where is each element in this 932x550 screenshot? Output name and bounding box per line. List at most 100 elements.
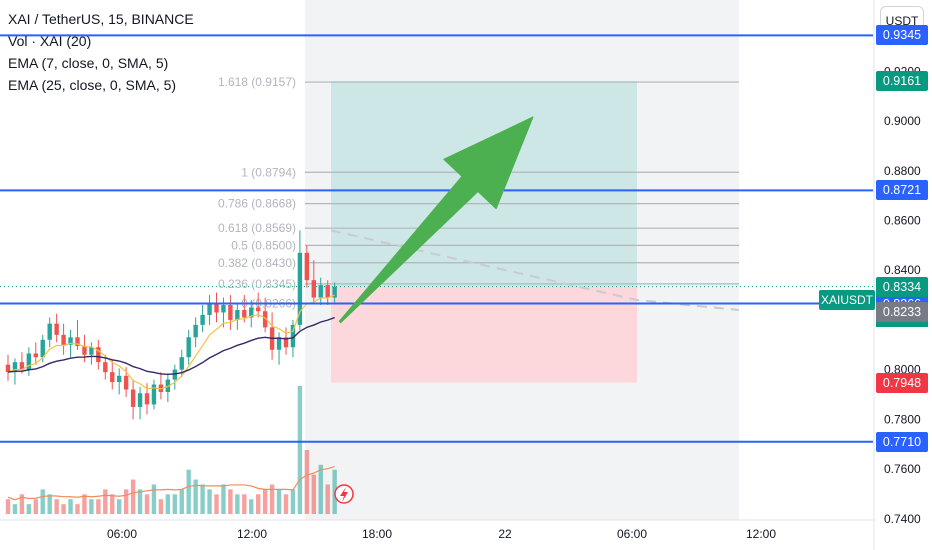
candle-body [61, 334, 66, 345]
volume-bar [235, 494, 240, 514]
candle-body [82, 346, 87, 355]
volume-bar [123, 489, 129, 514]
volume-bar [276, 489, 282, 514]
candle-body [137, 393, 143, 407]
volume-bar [103, 489, 108, 514]
volume-bar [165, 494, 171, 514]
candle-body [117, 375, 122, 383]
volume-bar [221, 484, 226, 514]
candle-body [318, 285, 323, 298]
candle-body [144, 393, 150, 405]
candle-body [262, 311, 268, 328]
current-price-badge: 0.8334 [876, 276, 928, 297]
volume-bar [311, 474, 316, 514]
legend-volume[interactable]: Vol · XAI (20) [8, 33, 92, 49]
legend-ema-7[interactable]: EMA (7, close, 0, SMA, 5) [8, 55, 169, 71]
volume-bar [33, 499, 38, 514]
candle-body [12, 362, 18, 373]
candle-body [40, 339, 45, 358]
x-tick-label: 12:00 [746, 527, 776, 541]
candle-body [221, 305, 226, 313]
price-level-badge: 0.9345 [876, 25, 928, 46]
candle-body [130, 389, 136, 407]
candle-body [249, 307, 254, 318]
candle-body [256, 307, 261, 312]
volume-bar [12, 504, 18, 514]
volume-bar [242, 494, 247, 514]
volume-bar [200, 484, 205, 514]
candle-body [186, 337, 191, 358]
volume-bar [47, 494, 52, 514]
y-tick-label: 0.9000 [884, 114, 921, 128]
volume-bar [117, 499, 122, 514]
volume-bar [40, 489, 45, 514]
volume-bar [325, 484, 330, 514]
x-tick-label: 18:00 [362, 527, 392, 541]
candle-body [311, 280, 316, 298]
fib-level-label: 0.236 (0.8345) [218, 277, 296, 291]
volume-bar [61, 504, 66, 514]
volume-bar [75, 504, 80, 514]
stop-zone [331, 286, 637, 383]
candle-body [297, 252, 303, 325]
price-level-badge: 0.8721 [876, 180, 928, 201]
fib-level-label: 0.786 (0.8668) [218, 197, 296, 211]
volume-bar [290, 489, 296, 514]
candle-body [5, 364, 11, 373]
volume-bar [193, 479, 198, 514]
candle-body [33, 353, 38, 358]
volume-bar [158, 499, 164, 514]
candle-body [207, 302, 212, 315]
volume-bar [214, 494, 219, 514]
volume-bar [144, 494, 150, 514]
volume-bar [269, 484, 275, 514]
candle-body [242, 309, 247, 318]
y-tick-label: 0.7800 [884, 412, 921, 426]
volume-bar [110, 494, 115, 514]
lightning-glyph [340, 487, 348, 502]
legend-symbol[interactable]: XAI / TetherUS, 15, BINANCE [8, 11, 194, 27]
candle-body [89, 347, 94, 355]
candle-body [19, 362, 25, 370]
fib-level-label: 0.618 (0.8569) [218, 221, 296, 235]
ema-7-line [7, 294, 335, 390]
volume-bar [283, 494, 289, 514]
volume-bar [304, 450, 310, 514]
legend-ema-25[interactable]: EMA (25, close, 0, SMA, 5) [8, 77, 177, 93]
price-level-badge: 0.7948 [876, 372, 928, 393]
y-tick-label: 0.8600 [884, 214, 921, 228]
volume-bar [318, 464, 323, 514]
candle-body [276, 337, 282, 350]
x-tick-label: 12:00 [237, 527, 267, 541]
candle-body [235, 309, 240, 320]
volume-bar [256, 494, 261, 514]
volume-bar [262, 489, 268, 514]
volume-bar [68, 499, 73, 514]
volume-bar [137, 489, 143, 514]
candle-body [68, 337, 73, 345]
price-level-badge: 0.9161 [876, 71, 928, 92]
candle-body [179, 357, 184, 370]
volume-bar [54, 499, 59, 514]
trend-arrow[interactable] [338, 116, 534, 324]
volume-bar [82, 494, 87, 514]
volume-bar [207, 489, 212, 514]
candle-body [283, 337, 289, 348]
candle-body [47, 323, 52, 340]
volume-bar [249, 499, 254, 514]
volume-bar [186, 469, 191, 514]
candle-body [214, 302, 219, 313]
y-tick-label: 0.7400 [884, 512, 921, 526]
volume-bar [172, 494, 177, 514]
x-tick-label: 22 [498, 527, 512, 541]
candle-body [290, 324, 296, 348]
price-level-badge: 0.7710 [876, 431, 928, 452]
ema-25-line [7, 316, 335, 376]
candle-body [332, 286, 337, 298]
candle-body [75, 337, 80, 347]
volume-bar [228, 489, 233, 514]
y-tick-label: 0.8400 [884, 263, 921, 277]
volume-bar [19, 494, 25, 514]
candle-body [193, 324, 198, 338]
